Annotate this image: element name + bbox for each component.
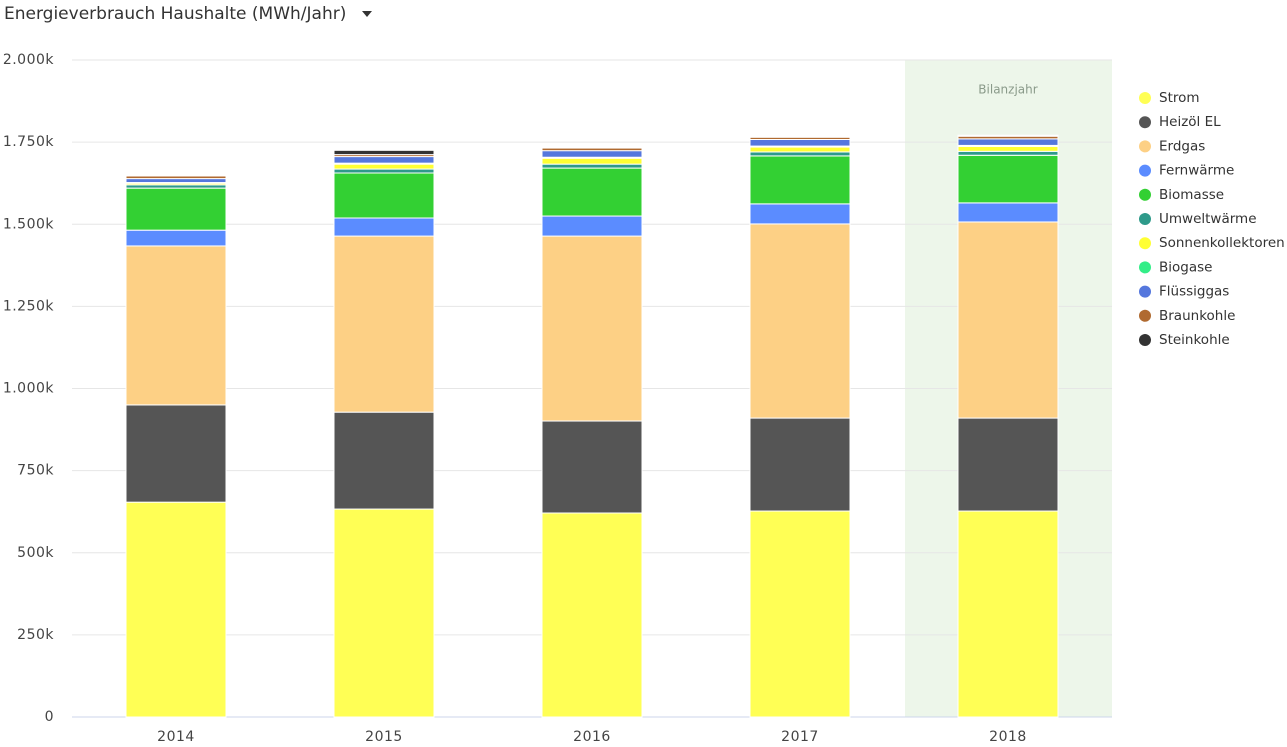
- y-tick-label: 1.500k: [3, 216, 55, 232]
- bar-segment: [333, 163, 435, 170]
- y-tick-label: 1.250k: [3, 298, 55, 314]
- bar-segment: [749, 223, 851, 419]
- bar-segment: [957, 202, 1059, 223]
- legend-label[interactable]: Biomasse: [1159, 187, 1224, 203]
- legend-label[interactable]: Strom: [1159, 90, 1200, 106]
- highlight-label: Bilanzjahr: [978, 83, 1037, 97]
- bar-segment: [541, 163, 643, 169]
- x-tick-label: 2014: [157, 729, 195, 745]
- bar-segment: [957, 150, 1059, 156]
- bar-segment: [125, 245, 227, 406]
- bar-segment: [125, 404, 227, 503]
- bar-segment: [957, 417, 1059, 512]
- legend-marker: [1139, 140, 1151, 153]
- x-tick-label: 2015: [365, 729, 403, 745]
- bar-segment: [333, 217, 435, 237]
- bar-segment: [333, 168, 435, 174]
- bar-segment: [541, 215, 643, 237]
- y-tick-label: 1.000k: [3, 381, 55, 397]
- legend-label[interactable]: Heizöl EL: [1159, 114, 1221, 130]
- bar-segment: [749, 138, 851, 147]
- legend-marker: [1139, 188, 1151, 201]
- y-tick-label: 2.000k: [3, 52, 55, 68]
- bar-segment: [125, 229, 227, 247]
- bar-segment: [125, 178, 227, 184]
- legend-marker: [1139, 334, 1151, 346]
- chart-title[interactable]: Energieverbrauch Haushalte (MWh/Jahr): [4, 4, 346, 24]
- bar-segment: [541, 146, 643, 149]
- legend-label[interactable]: Fernwärme: [1159, 163, 1234, 179]
- legend-marker: [1139, 164, 1151, 177]
- bar-segment: [957, 510, 1059, 718]
- bar-segment: [333, 508, 435, 718]
- x-tick-label: 2017: [781, 729, 819, 745]
- legend-label[interactable]: Braunkohle: [1159, 308, 1235, 324]
- legend-marker: [1139, 92, 1151, 104]
- bar-segment: [125, 187, 227, 231]
- x-tick-label: 2016: [573, 729, 611, 745]
- bar-segment: [541, 167, 643, 217]
- legend-label[interactable]: Umweltwärme: [1159, 211, 1257, 227]
- bar-segment: [125, 174, 227, 177]
- dropdown-caret[interactable]: [362, 11, 372, 17]
- bar-segment: [749, 146, 851, 153]
- y-tick-label: 0: [45, 709, 54, 725]
- bar-segment: [957, 145, 1059, 152]
- bar-segment: [541, 512, 643, 718]
- bar-segment: [541, 150, 643, 158]
- y-tick-label: 1.750k: [3, 134, 55, 150]
- bar-segment: [749, 417, 851, 512]
- bar-segment: [333, 149, 435, 156]
- bar-segment: [957, 134, 1059, 137]
- legend-marker: [1139, 116, 1151, 129]
- bar-segment: [749, 151, 851, 157]
- legend-label[interactable]: Steinkohle: [1159, 332, 1230, 348]
- bar-segment: [541, 235, 643, 422]
- bar-segment: [749, 135, 851, 138]
- bar-segment: [333, 411, 435, 510]
- bar-segment: [125, 501, 227, 718]
- legend-marker: [1139, 261, 1151, 274]
- y-tick-label: 250k: [17, 627, 54, 643]
- bar-segment: [749, 510, 851, 718]
- bar-segment: [957, 154, 1059, 204]
- legend-marker: [1139, 213, 1151, 225]
- y-tick-label: 500k: [17, 545, 54, 561]
- bar-segment: [957, 221, 1059, 419]
- bar-segment: [957, 138, 1059, 146]
- bar-segment: [333, 172, 435, 219]
- legend-label[interactable]: Erdgas: [1159, 138, 1205, 154]
- legend-marker: [1139, 309, 1151, 322]
- legend-marker: [1139, 285, 1151, 298]
- legend-label[interactable]: Flüssiggas: [1159, 284, 1229, 300]
- legend-label[interactable]: Biogase: [1159, 259, 1212, 275]
- x-tick-label: 2018: [989, 729, 1027, 745]
- legend-marker: [1139, 237, 1151, 250]
- bar-segment: [541, 420, 643, 514]
- bar-segment: [749, 203, 851, 225]
- bar-segment: [749, 155, 851, 205]
- bar-segment: [541, 157, 643, 165]
- bar-segment: [333, 156, 435, 164]
- bar-segment: [333, 235, 435, 413]
- y-tick-label: 750k: [17, 463, 54, 479]
- legend-label[interactable]: Sonnenkollektoren: [1159, 235, 1285, 251]
